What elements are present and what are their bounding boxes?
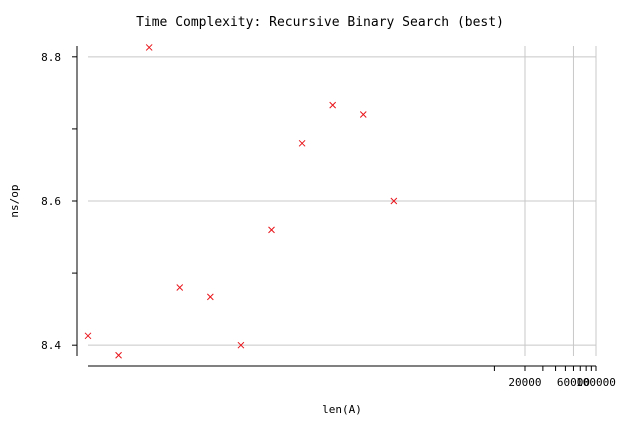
- mark-layer: [84, 44, 398, 359]
- data-point: [329, 101, 337, 109]
- y-tick-label: 8.4: [41, 339, 61, 352]
- data-point: [237, 341, 245, 349]
- x-tick-label: 60000: [557, 376, 590, 389]
- x-tick-label: 20000: [508, 376, 541, 389]
- grid-layer: [88, 46, 597, 356]
- x-axis-label: len(A): [322, 403, 362, 416]
- data-point: [206, 293, 214, 301]
- data-point: [84, 332, 92, 340]
- chart-title: Time Complexity: Recursive Binary Search…: [136, 15, 504, 30]
- data-point: [268, 226, 275, 234]
- data-point: [359, 111, 367, 118]
- y-tick-label: 8.8: [41, 51, 61, 64]
- data-point: [115, 351, 122, 359]
- data-point: [298, 139, 306, 147]
- data-point: [390, 197, 398, 205]
- data-point: [145, 44, 153, 51]
- y-axis-label: ns/op: [8, 184, 21, 217]
- axis-layer: [76, 46, 596, 367]
- y-tick-label: 8.6: [41, 195, 61, 208]
- x-tick-label: 100000: [576, 376, 616, 389]
- data-point: [176, 284, 184, 291]
